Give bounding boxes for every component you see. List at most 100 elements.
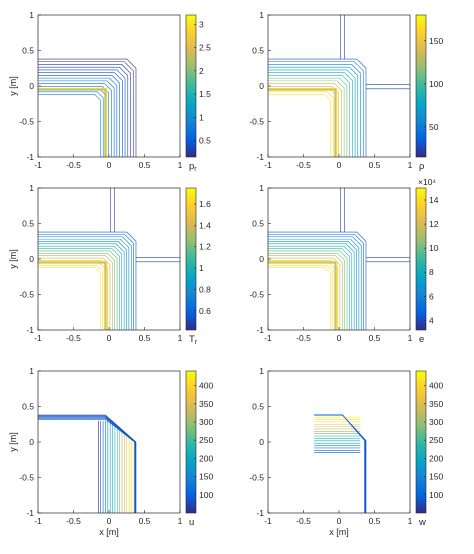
x-tick-label: 0 [337, 516, 342, 526]
colorbar-exponent: ×10⁴ [418, 177, 436, 187]
contour-line [38, 261, 107, 330]
contour-line [38, 89, 106, 157]
contour-line [268, 255, 343, 330]
contour-line [268, 89, 336, 157]
contour-lines [38, 188, 180, 330]
y-axis-label: y [m] [8, 249, 18, 269]
contour-line [268, 61, 364, 157]
panel-bottom-left: -1 -0.5 0 0.5 1 -1 -0.5 0 0.5 1 y [m] x [m] 100 150 20… [8, 366, 213, 537]
plot-area [268, 15, 410, 157]
plot-area [38, 371, 180, 513]
x-tick-label: 0.5 [369, 516, 381, 526]
y-tick-label: -1 [26, 152, 34, 162]
colorbar-tick-label: 1 [199, 263, 204, 273]
contour-line [38, 89, 106, 157]
contour-line [38, 241, 127, 330]
colorbar-tick-label: 2.5 [199, 43, 211, 53]
y-axis-label: y [m] [8, 76, 18, 96]
contour-line [38, 253, 115, 330]
contour-line [38, 262, 106, 330]
colorbar [185, 370, 197, 514]
contour-line [268, 262, 336, 330]
contour-line [38, 61, 134, 157]
y-axis-label: y [m] [8, 432, 18, 452]
x-tick-label: 0.5 [139, 516, 151, 526]
contour-line [38, 72, 123, 157]
y-tick-label: -0.5 [19, 290, 34, 300]
contour-line [268, 77, 348, 157]
contour-line [38, 88, 107, 157]
colorbar-tick-label: 250 [199, 435, 213, 445]
x-tick-label: -0.5 [296, 516, 311, 526]
y-tick-label: 0.5 [22, 402, 34, 412]
x-tick-label: 1 [408, 516, 413, 526]
colorbar-tick-label: 150 [429, 472, 443, 482]
colorbar-tick-label: 100 [199, 490, 213, 500]
x-tick-label: -0.5 [66, 516, 81, 526]
contour-line [38, 66, 129, 157]
contour-line [268, 69, 356, 157]
x-tick-label: -0.5 [66, 160, 81, 170]
y-tick-label: 0 [29, 81, 34, 91]
contour-line [268, 234, 364, 330]
contour-line [268, 94, 331, 157]
contour-line [268, 241, 357, 330]
contour-line [38, 418, 135, 513]
colorbar-tick-label: 1 [199, 112, 204, 122]
colorbar-tick-label: 150 [429, 36, 443, 46]
contour-line [38, 261, 107, 330]
contour-line [268, 267, 331, 330]
contour-line [268, 66, 359, 157]
contour-line [268, 89, 336, 157]
colorbar-tick-label: 300 [199, 417, 213, 427]
contour-line [268, 72, 353, 157]
contour-line [268, 80, 345, 157]
y-tick-label: 0 [259, 437, 264, 447]
colorbar-label: Tr [189, 334, 198, 346]
contour-line [38, 231, 137, 330]
y-tick-label: 0 [29, 437, 34, 447]
colorbar-label: u [189, 517, 194, 528]
colorbar [185, 187, 197, 331]
contour-line [38, 87, 108, 157]
y-tick-label: 1 [29, 183, 34, 193]
x-tick-label: 0.5 [369, 333, 381, 343]
colorbar-tick-label: 350 [429, 399, 443, 409]
colorbar-label: pr [189, 161, 197, 173]
contour-lines [314, 414, 367, 513]
y-tick-label: 0.5 [22, 46, 34, 56]
plot-area [268, 371, 410, 513]
contour-line [268, 88, 337, 157]
contour-line [38, 58, 137, 157]
contour-line [314, 414, 365, 513]
y-tick-label: 0.5 [252, 219, 264, 229]
colorbar-tick-label: 3 [199, 19, 204, 29]
colorbar-tick-label: 250 [429, 435, 443, 445]
contour-line [268, 83, 342, 157]
contour-line [268, 64, 361, 157]
contour-line [268, 262, 336, 330]
y-tick-label: -0.5 [249, 473, 264, 483]
colorbar-tick-label: 6 [429, 291, 434, 301]
colorbar-tick-label: 100 [429, 490, 443, 500]
colorbar [415, 14, 427, 158]
contour-line [38, 262, 106, 330]
y-tick-label: 0.5 [252, 46, 264, 56]
colorbar-label: w [418, 517, 426, 528]
contour-line [38, 255, 113, 330]
y-tick-label: -1 [256, 508, 264, 518]
x-tick-label: 1 [408, 160, 413, 170]
x-tick-label: -0.5 [296, 333, 311, 343]
y-tick-label: -1 [256, 325, 264, 335]
contour-line [38, 89, 106, 157]
contour-line [268, 231, 367, 330]
contour-lines [38, 58, 137, 157]
contour-line [268, 248, 350, 330]
y-tick-label: 1 [29, 366, 34, 376]
x-tick-label: -1 [264, 160, 272, 170]
y-tick-label: -1 [26, 508, 34, 518]
contour-line [268, 253, 345, 330]
colorbar-tick-label: 1.2 [199, 242, 211, 252]
